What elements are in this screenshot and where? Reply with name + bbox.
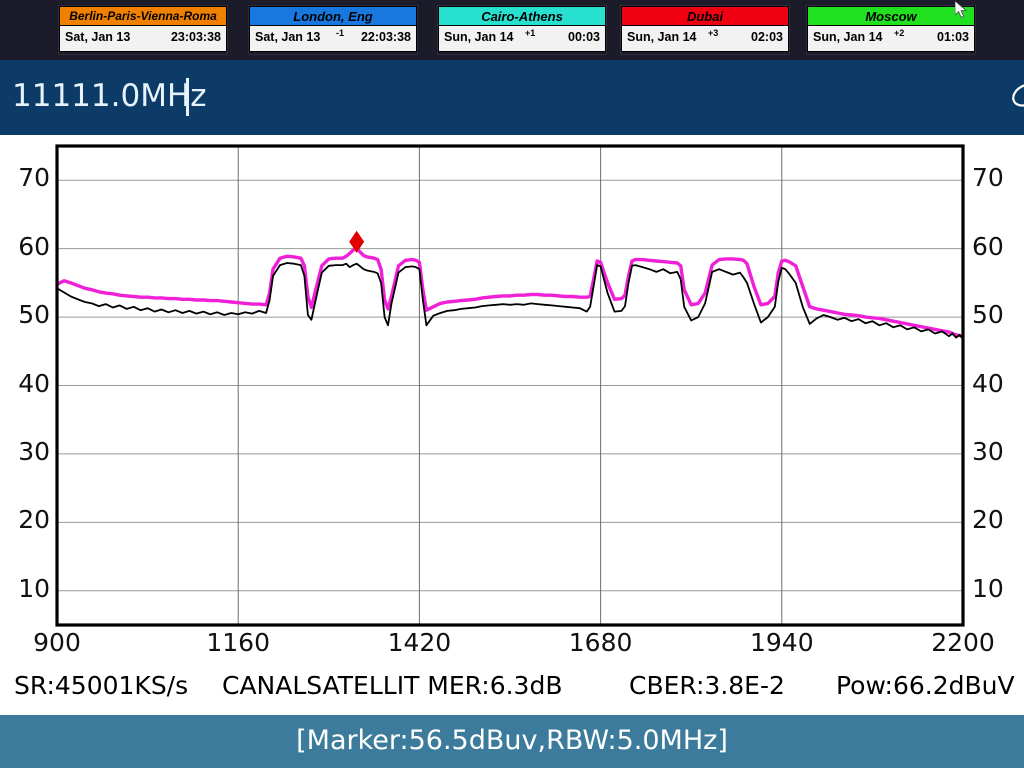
world-clock-date: Sat, Jan 13 [65, 30, 131, 44]
spectrum-chart[interactable]: 10 10 20 20 30 30 40 40 50 50 60 60 70 70 900 1160 1420 1… [0, 135, 1024, 665]
y-axis-tick-left: 10 [18, 573, 50, 603]
world-clock-date: Sun, Jan 14 [444, 30, 514, 44]
satellite-dish-icon [1012, 83, 1024, 107]
x-axis-tick: 1940 [749, 628, 814, 657]
text-cursor [186, 78, 189, 116]
world-clock-body: Sun, Jan 14 +1 00:03 [438, 26, 606, 52]
mouse-cursor-icon [955, 1, 968, 18]
world-clock-london[interactable]: London, Eng Sat, Jan 13 -1 22:03:38 [248, 5, 418, 55]
y-axis-tick-right: 10 [972, 573, 1004, 603]
tuner-header-bar: 11111.0MHz DXSATCS.COM SAT [0, 60, 1024, 191]
x-axis-tick: 1680 [568, 628, 633, 657]
world-clock-title: Berlin-Paris-Vienna-Roma [59, 6, 227, 26]
world-clock-date: Sun, Jan 14 [813, 30, 883, 44]
world-clock-offset: +2 [894, 28, 905, 38]
y-axis-tick-right: 20 [972, 505, 1004, 535]
world-clock-berlin[interactable]: Berlin-Paris-Vienna-Roma Sat, Jan 13 23:… [58, 5, 228, 55]
marker-info-bar: [Marker:56.5dBuv,RBW:5.0MHz] [0, 715, 1024, 768]
power-readout: Pow:66.2dBuV [836, 671, 1015, 700]
y-axis-tick-right: 30 [972, 436, 1004, 466]
symbol-rate-readout: SR:45001KS/s [14, 671, 189, 700]
spectrum-marker[interactable] [349, 230, 365, 253]
x-axis-tick: 1420 [387, 628, 452, 657]
y-axis-tick-right: 40 [972, 368, 1004, 398]
provider-mer-readout: CANALSATELLIT MER:6.3dB [222, 671, 563, 700]
world-clock-dubai[interactable]: Dubai Sun, Jan 14 +3 02:03 [620, 5, 790, 55]
trace-max-hold [56, 246, 964, 338]
frequency-readout[interactable]: 11111.0MHz [12, 78, 207, 114]
y-axis-tick-left: 40 [18, 368, 50, 398]
x-axis-tick: 2200 [931, 628, 995, 657]
y-axis-tick-right: 70 [972, 163, 1004, 193]
y-axis-tick-left: 30 [18, 436, 50, 466]
world-clock-cairo-athens[interactable]: Cairo-Athens Sun, Jan 14 +1 00:03 [437, 5, 607, 55]
world-clock-body: Sat, Jan 13 -1 22:03:38 [249, 26, 417, 52]
marker-info-text: [Marker:56.5dBuv,RBW:5.0MHz] [296, 725, 728, 756]
world-clock-body: Sun, Jan 14 +3 02:03 [621, 26, 789, 52]
world-clock-body: Sun, Jan 14 +2 01:03 [807, 26, 975, 52]
world-clock-date: Sun, Jan 14 [627, 30, 697, 44]
world-clock-time: 00:03 [568, 30, 600, 44]
trace-live [56, 262, 964, 340]
world-clock-time: 23:03:38 [170, 30, 221, 44]
x-axis-tick: 900 [33, 628, 81, 657]
x-axis-tick: 1160 [206, 628, 270, 657]
world-clock-bar: Berlin-Paris-Vienna-Roma Sat, Jan 13 23:… [0, 0, 1024, 60]
world-clock-body: Sat, Jan 13 23:03:38 [59, 26, 227, 52]
world-clock-time: 01:03 [937, 30, 969, 44]
plot-frame [55, 144, 965, 627]
world-clock-time: 22:03:38 [360, 30, 411, 44]
y-axis-tick-left: 50 [18, 300, 50, 330]
world-clock-moscow[interactable]: Moscow Sun, Jan 14 +2 01:03 [806, 5, 976, 55]
world-clock-title: London, Eng [249, 6, 417, 26]
y-axis-tick-right: 50 [972, 300, 1004, 330]
y-axis-tick-left: 60 [18, 231, 50, 261]
world-clock-date: Sat, Jan 13 [255, 30, 321, 44]
world-clock-time: 02:03 [751, 30, 783, 44]
world-clock-title: Moscow [807, 6, 975, 26]
world-clock-title: Cairo-Athens [438, 6, 606, 26]
y-axis-tick-left: 70 [18, 163, 50, 193]
world-clock-offset: +3 [708, 28, 719, 38]
world-clock-offset: -1 [336, 28, 345, 38]
y-axis-tick-right: 60 [972, 231, 1004, 261]
spectrum-plot-svg[interactable] [0, 135, 1024, 665]
cber-readout: CBER:3.8E-2 [629, 671, 785, 700]
world-clock-title: Dubai [621, 6, 789, 26]
y-axis-tick-left: 20 [18, 505, 50, 535]
status-line: SR:45001KS/s CANALSATELLIT MER:6.3dB CBE… [0, 665, 1024, 715]
world-clock-offset: +1 [525, 28, 536, 38]
